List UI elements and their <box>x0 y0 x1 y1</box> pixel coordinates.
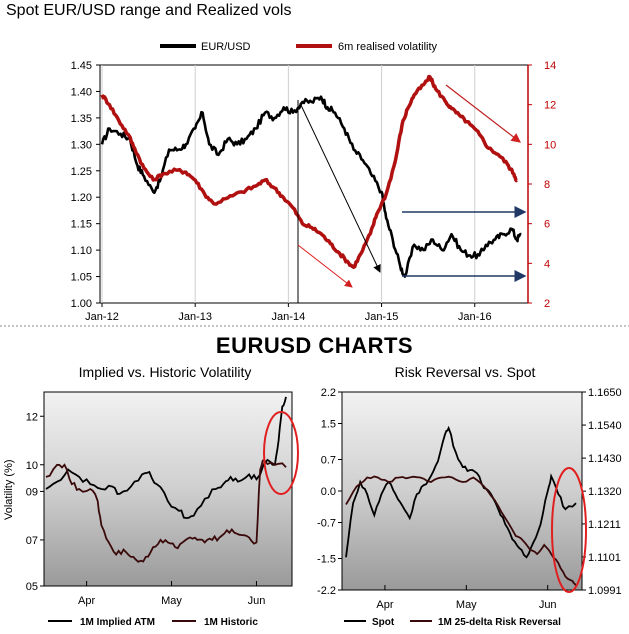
chart-1-y2tick-label: 10 <box>544 139 556 151</box>
chart-1-ytick-label: 1.00 <box>71 298 92 310</box>
legend-label-risk-reversal: 1M 25-delta Risk Reversal <box>438 617 561 628</box>
chart-3-y2tick-label: 1.1540 <box>588 420 622 432</box>
chart-2-ytick-label: 05 <box>26 581 38 593</box>
chart-2-ytick-label: 10 <box>26 460 38 472</box>
chart-3-y2tick-label: 1.1430 <box>588 453 622 465</box>
chart-2-ytick-label: 07 <box>26 535 38 547</box>
chart-1-red-arrow-right <box>445 84 521 143</box>
chart-3-ytick-label: -2.2 <box>317 585 336 597</box>
chart-3-highlight-ellipse <box>551 467 587 593</box>
chart-3-xtick-label: Apr <box>376 599 393 611</box>
chart-1-ytick-label: 1.35 <box>71 113 92 125</box>
chart-3-ytick-label: 0.0 <box>321 486 336 498</box>
chart-1-ytick-label: 1.40 <box>71 86 92 98</box>
chart-1-grid <box>101 65 476 303</box>
chart-1-y2tick-label: 4 <box>544 258 550 270</box>
chart-1-ytick-label: 1.30 <box>71 139 92 151</box>
chart-2-highlight-ellipse <box>263 411 299 495</box>
chart-3-ytick-label: -1.5 <box>317 554 336 566</box>
chart-3-title: Risk Reversal vs. Spot <box>394 364 536 380</box>
chart-1-title: Spot EUR/USD range and Realized vols <box>6 2 292 19</box>
chart-2-title: Implied vs. Historic Volatility <box>78 364 252 380</box>
chart-3-xtick-label: May <box>456 599 477 611</box>
legend-label-realised-vol: 6m realised volatility <box>338 41 438 53</box>
chart-3-y2tick-label: 1.1650 <box>588 387 622 399</box>
chart-3-xtick-label: Jun <box>539 599 557 611</box>
chart-3-series-0 <box>345 425 577 559</box>
section-title: EURUSD CHARTS <box>215 333 414 358</box>
chart-1-ytick-label: 1.20 <box>71 192 92 204</box>
chart-1-ytick-label: 1.05 <box>71 272 92 284</box>
chart-1-series-0 <box>100 95 522 278</box>
chart-1-xtick-label: Jan-15 <box>365 311 399 323</box>
chart-2-ytick-label: 09 <box>26 486 38 498</box>
chart-2-ytick-label: 12 <box>26 411 38 423</box>
chart-3-ytick-label: 0.7 <box>321 455 336 467</box>
chart-3-series-1 <box>345 475 577 587</box>
legend-label-historic: 1M Historic <box>204 617 258 628</box>
chart-1-red-arrow-left <box>297 244 353 288</box>
chart-3-y2tick-label: 1.0991 <box>588 585 622 597</box>
chart-1-y2tick-label: 2 <box>544 298 550 310</box>
chart-2-series-0 <box>45 396 287 520</box>
chart-2-xtick-label: Apr <box>78 595 95 607</box>
chart-1-black-arrow <box>299 102 381 273</box>
chart-2-xtick-label: May <box>161 595 182 607</box>
chart-1-y2tick-label: 8 <box>544 179 550 191</box>
chart-3-ytick-label: -0.7 <box>317 518 336 530</box>
chart-3-y2tick-label: 1.1101 <box>588 552 621 564</box>
chart-2-xtick-label: Jun <box>248 595 266 607</box>
chart-3-ytick-label: 1.5 <box>321 419 336 431</box>
chart-1-y2tick-label: 6 <box>544 219 550 231</box>
chart-1-ytick-label: 1.25 <box>71 166 92 178</box>
chart-1-ytick-label: 1.10 <box>71 245 92 257</box>
chart-1-y2tick-label: 12 <box>544 100 556 112</box>
chart-1-xtick-label: Jan-16 <box>458 311 492 323</box>
chart-1-series-1 <box>100 74 518 270</box>
chart-1-xtick-label: Jan-14 <box>272 311 306 323</box>
chart-1-plot-area <box>99 64 529 304</box>
legend-label-spot: Spot <box>372 617 395 628</box>
chart-3-y2tick-label: 1.1320 <box>588 486 622 498</box>
legend-label-implied: 1M Implied ATM <box>80 617 155 628</box>
chart-2-series-1 <box>45 458 287 563</box>
chart-2-ylabel: Volatility (%) <box>3 459 15 520</box>
chart-1-xtick-label: Jan-13 <box>178 311 212 323</box>
chart-3-plot-area <box>341 391 583 591</box>
chart-2-plot-area <box>43 391 293 587</box>
chart-1-ytick-label: 1.15 <box>71 219 92 231</box>
chart-3-y2tick-label: 1.1211 <box>588 519 621 531</box>
chart-3-ytick-label: 2.2 <box>321 387 336 399</box>
chart-1-y2tick-label: 14 <box>544 60 556 72</box>
legend-label-eurusd: EUR/USD <box>201 41 251 53</box>
chart-1-xtick-label: Jan-12 <box>85 311 119 323</box>
chart-1-ytick-label: 1.45 <box>71 60 92 72</box>
